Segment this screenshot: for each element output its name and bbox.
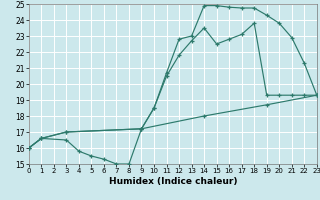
- X-axis label: Humidex (Indice chaleur): Humidex (Indice chaleur): [108, 177, 237, 186]
